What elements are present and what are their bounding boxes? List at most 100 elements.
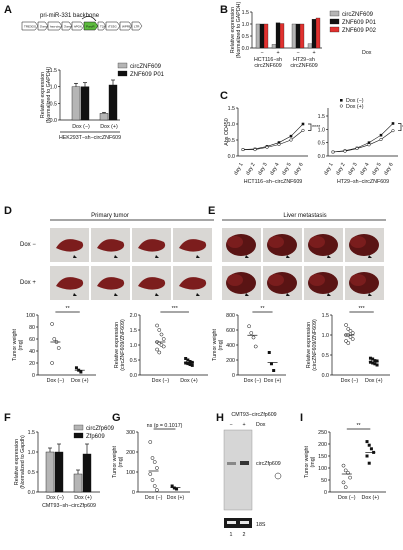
point [379,133,383,137]
panel-e-tissue [227,274,243,286]
data-point [175,487,179,491]
panel-e-arrowhead [286,293,290,296]
panel-e-tissue [227,236,243,248]
data-point [346,341,351,345]
series-line [332,130,394,153]
point [301,128,305,132]
panel-i-ylabel: Tumor weight [304,446,310,478]
construct-segment-label: hPGK [74,25,82,29]
data-point [375,359,379,363]
significance-label: *** [358,306,364,312]
legend-marker [340,99,343,102]
panel-e-arrowhead [245,293,249,296]
panel-b-group-2b: circZNF609 [290,63,317,69]
panel-d-weight-ytick-label: 0 [32,373,35,379]
bar [263,23,269,49]
panel-i-ytick-label: 50 [321,478,327,484]
panel-d-arrowhead [155,293,159,296]
panel-c-ylabel: Abs OD450 [224,118,230,145]
panel-h-title: CMT93−circZfp609 [231,412,276,418]
panel-i-ytick-label: 250 [318,430,327,436]
panel-d-weight-ytick-label: 80 [29,325,35,331]
panel-e-expression-ytick-label: 1.0 [322,333,329,339]
panel-e-weight-ytick-label: 200 [226,358,235,364]
panel-d-weight-category-label: Dox (+) [71,378,89,384]
construct-segment-label: tTS3G [108,25,117,29]
panel-label-i: I [300,412,304,424]
data-point [350,337,355,341]
panel-a-ytick-label: 0.0 [50,118,57,124]
panel-d-title: Primary tumor [91,213,129,219]
panel-label-c: C [220,90,228,102]
point [289,134,293,138]
data-point [184,357,188,360]
panel-i-category-label: Dox (−) [338,495,356,501]
panel-e-tissue [309,236,325,248]
panel-b-legend-label: ZNF609 P01 [342,20,377,26]
data-point [170,484,174,488]
panel-d-tissue [138,277,166,290]
panel-e-expression-ytick-label: 1.5 [322,313,329,319]
panel-c-xtick-label: day 1 [233,162,245,176]
gel-band [227,462,236,465]
panel-b-legend-label: ZNF609 P02 [342,28,377,34]
panel-b-ytick-label: 1.0 [242,22,249,28]
panel-c-xtick-label: day 4 [269,162,281,176]
data-point [373,362,377,366]
point [367,141,371,144]
panel-f-legend-label: circZfp609 [86,426,115,432]
panel-c-1-ytick-label: 0.5 [318,141,325,147]
panel-e-tissue [268,274,284,286]
panel-d-tissue [179,277,207,290]
panel-c-title: HCT116−sh−circZNF609 [244,179,303,185]
data-point [188,360,192,363]
panel-a-legend-swatch [117,70,128,77]
panel-f-ytick-label: 0.5 [28,470,35,476]
panel-b-legend-swatch [329,26,340,33]
panel-d-expression-ytick-label: 0.5 [130,358,137,364]
data-point [155,466,159,470]
panel-e-tissue [350,236,366,248]
data-point [371,357,375,361]
data-point [365,440,369,444]
point [355,146,359,151]
panel-b-group-2: HT29−sh [293,57,315,63]
bar [45,451,55,493]
panel-c-1-ytick-label: 0.0 [318,154,325,160]
panel-f-ylabel-2: (Normalized to Gapdh) [20,435,26,489]
panel-g-category-label: Dox (−) [145,495,163,501]
data-point [341,480,346,485]
panel-d-expression-category-label: Dox (−) [152,378,170,384]
panel-c-legend-label: Dox (−) [346,98,364,104]
panel-c-xtick-label: day 4 [359,162,371,176]
panel-f-category-label: Dox (−) [46,495,64,501]
point [301,122,305,126]
point [379,137,383,142]
panel-b-category-label: − [296,50,299,56]
panel-f-legend-swatch [73,424,84,431]
panel-g-ytick-label: 100 [126,470,135,476]
data-point [50,322,54,326]
panel-f-category-label: Dox (+) [74,495,92,501]
data-point [371,361,375,365]
panel-i-category-label: Dox (+) [362,495,380,501]
point [343,149,347,153]
point [265,145,269,149]
bar [259,23,265,49]
panel-d-expression-ytick-label: 1.0 [130,343,137,349]
bar [307,43,313,49]
significance-label: **** [312,125,320,131]
panel-e-expression-ytick-label: 0.0 [322,373,329,379]
construct-segment-label: LTR [134,25,140,29]
panel-g-category-label: Dox (+) [167,495,185,501]
construct-segment-label: WPRE [122,25,131,29]
data-point [74,366,78,370]
data-point [155,347,159,352]
panel-e-tissue [309,274,325,286]
panel-label-g: G [112,412,121,424]
panel-c-0-ytick-label: 0.5 [228,138,235,144]
panel-label-d: D [4,205,12,217]
panel-d-tissue [56,277,84,290]
panel-e-tissue [268,236,284,248]
panel-g-ylabel: Tumor weight [112,446,118,478]
